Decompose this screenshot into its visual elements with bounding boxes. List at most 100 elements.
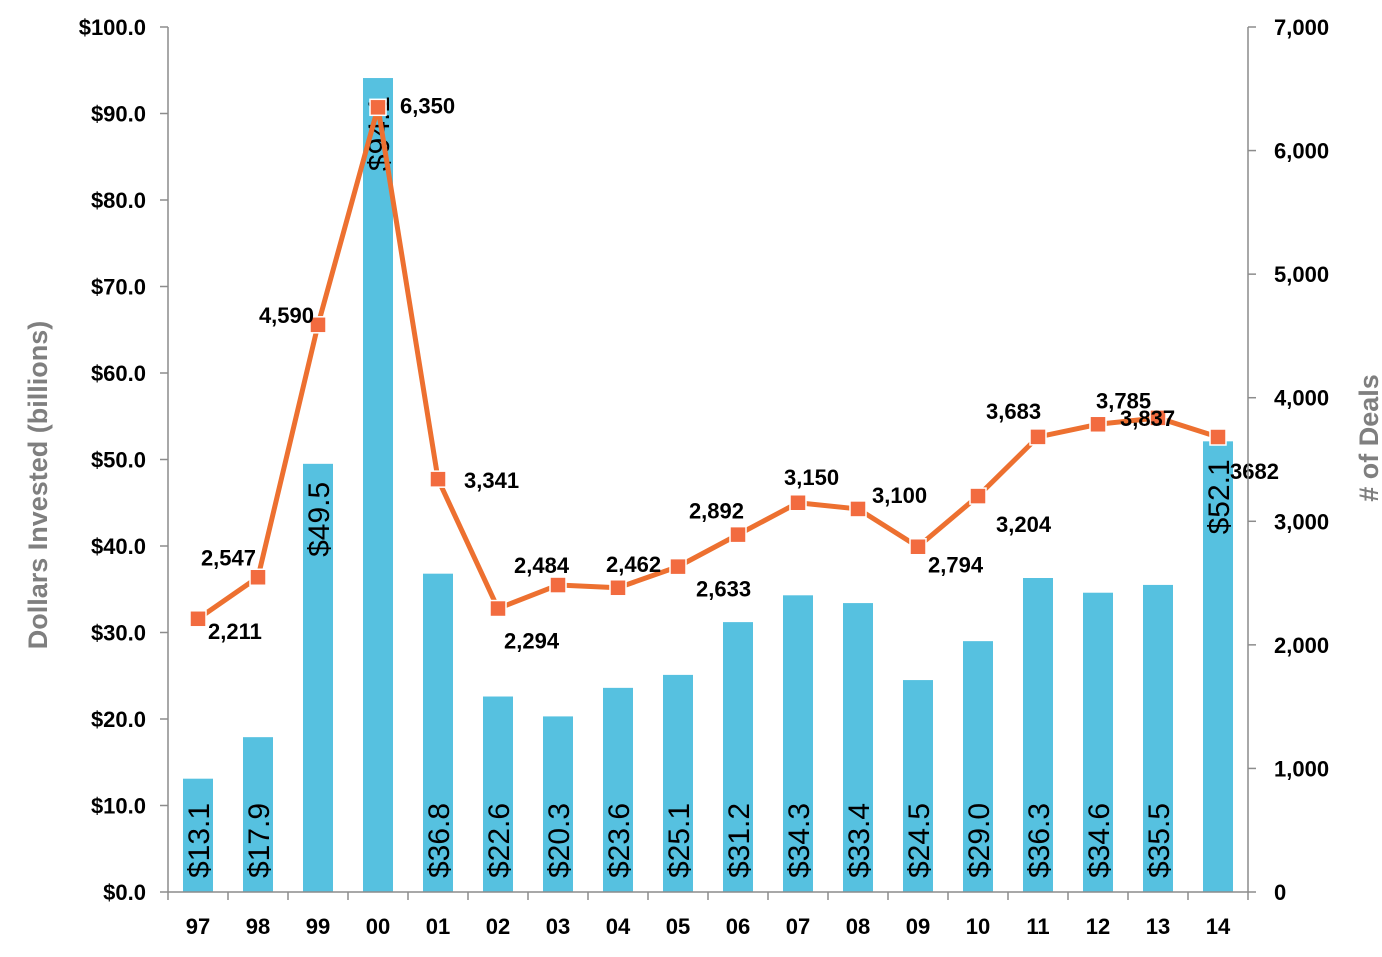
bar-97 <box>183 778 213 892</box>
bar-labels: $13.1 $17.9$49.5$94.1$36.8 $22.6 $20.3 $23.6… <box>183 96 1236 878</box>
bar-label-11: $36.3 <box>1023 803 1056 878</box>
x-tick-label: 08 <box>846 914 870 939</box>
x-tick-label: 99 <box>306 914 330 939</box>
x-tick-label: 02 <box>486 914 510 939</box>
deals-label-10: 3,204 <box>996 512 1052 537</box>
right-tick-label: 1,000 <box>1274 756 1329 781</box>
right-tick-label: 6,000 <box>1274 139 1329 164</box>
left-tick-label: $70.0 <box>91 275 146 300</box>
right-tick-label: 3,000 <box>1274 509 1329 534</box>
bar-14 <box>1203 441 1233 892</box>
x-tick-label: 14 <box>1206 914 1231 939</box>
bar-07 <box>783 595 813 892</box>
left-tick-label: $0.0 <box>103 880 146 905</box>
x-tick-label: 10 <box>966 914 990 939</box>
deals-marker-13 <box>1149 409 1167 427</box>
x-tick-label: 07 <box>786 914 810 939</box>
bar-label-07: $34.3 <box>783 803 816 878</box>
x-tick-label: 03 <box>546 914 570 939</box>
x-tick-label: 09 <box>906 914 930 939</box>
deals-line <box>196 104 1219 621</box>
bar-99 <box>303 463 333 892</box>
right-axis-title: # of Deals <box>1354 374 1382 502</box>
bar-13 <box>1143 584 1173 892</box>
bar-05 <box>663 674 693 892</box>
bar-label-02: $22.6 <box>483 803 516 878</box>
deals-label-06: 2,892 <box>689 499 744 524</box>
deals-marker-10 <box>969 487 987 505</box>
deals-label-01: 3,341 <box>464 468 519 493</box>
deals-label-08: 3,100 <box>872 483 927 508</box>
deals-marker-04 <box>609 579 627 597</box>
x-tick-label: 00 <box>366 914 390 939</box>
deals-marker-98 <box>249 568 267 587</box>
bar-10 <box>963 641 993 892</box>
bar-02 <box>483 696 513 892</box>
x-tick-label: 04 <box>606 914 631 939</box>
bar-01 <box>423 573 453 892</box>
deals-label-00: 6,350 <box>400 93 455 118</box>
x-tick-label: 01 <box>426 914 450 939</box>
bar-08 <box>843 603 873 892</box>
right-tick-label: 0 <box>1274 880 1286 905</box>
left-tick-label: $90.0 <box>91 102 146 127</box>
x-tick-label: 97 <box>186 914 210 939</box>
x-axis-ticks: 97 98 99 00 01 02 03 04 05 06 07 08 09 10 11 12 13 14 <box>167 892 1249 939</box>
bar-11 <box>1023 578 1053 892</box>
left-axis-ticks: $0.0 $10.0 $20.0 $30.0 $40.0 $50.0 $60.0 $70.0 $… <box>79 15 168 905</box>
bar-label-03: $20.3 <box>543 803 576 878</box>
deals-marker-11 <box>1029 428 1047 446</box>
deals-label-02: 2,294 <box>504 629 560 654</box>
deals-label-97: 2,211 <box>208 619 262 644</box>
deals-marker-05 <box>669 557 687 576</box>
bar-98 <box>243 737 273 892</box>
deals-label-07: 3,150 <box>784 465 839 490</box>
bar-label-98: $17.9 <box>243 803 276 878</box>
left-tick-label: $20.0 <box>91 707 146 732</box>
deals-marker-07 <box>789 494 807 512</box>
bar-label-06: $31.2 <box>723 803 756 878</box>
deals-label-05: 2,633 <box>696 577 751 602</box>
x-tick-label: 13 <box>1146 914 1170 939</box>
bar-06 <box>723 622 753 892</box>
bar-label-01: $36.8 <box>423 803 456 878</box>
right-tick-label: 4,000 <box>1274 386 1329 411</box>
deals-line-series <box>189 98 1227 628</box>
deals-label-13: 3,837 <box>1120 406 1175 431</box>
left-tick-label: $80.0 <box>91 188 146 213</box>
x-tick-label: 06 <box>726 914 750 939</box>
deals-marker-97 <box>189 610 207 628</box>
left-tick-label: $50.0 <box>91 448 146 473</box>
deals-marker-14 <box>1209 428 1227 446</box>
bar-label-14: $52.1 <box>1203 459 1236 534</box>
deals-marker-12 <box>1089 415 1107 434</box>
bar-series <box>183 78 1233 892</box>
bar-label-04: $23.6 <box>603 803 636 878</box>
deals-marker-00 <box>369 98 387 117</box>
deals-label-14: 3682 <box>1230 459 1279 484</box>
left-tick-label: $100.0 <box>79 15 146 40</box>
deals-marker-01 <box>429 470 447 488</box>
bar-label-05: $25.1 <box>663 803 696 878</box>
x-tick-label: 05 <box>666 914 690 939</box>
x-tick-label: 98 <box>246 914 270 939</box>
deals-marker-06 <box>729 525 747 544</box>
bar-04 <box>603 687 633 892</box>
left-tick-label: $10.0 <box>91 794 146 819</box>
deals-label-12: 3,785 <box>1096 388 1151 413</box>
bar-09 <box>903 680 933 892</box>
deals-label-11: 3,683 <box>986 399 1041 424</box>
left-tick-label: $40.0 <box>91 534 146 559</box>
left-tick-label: $30.0 <box>91 621 146 646</box>
bar-label-09: $24.5 <box>903 803 936 878</box>
deals-label-04: 2,462 <box>606 552 661 577</box>
deals-label-09: 2,794 <box>928 553 984 578</box>
left-tick-label: $60.0 <box>91 361 146 386</box>
x-tick-label: 11 <box>1026 914 1049 939</box>
bar-label-08: $33.4 <box>843 803 876 878</box>
x-tick-label: 12 <box>1086 914 1110 939</box>
deals-label-98: 2,547 <box>201 545 256 570</box>
bar-03 <box>543 716 573 892</box>
deals-marker-08 <box>849 500 867 518</box>
